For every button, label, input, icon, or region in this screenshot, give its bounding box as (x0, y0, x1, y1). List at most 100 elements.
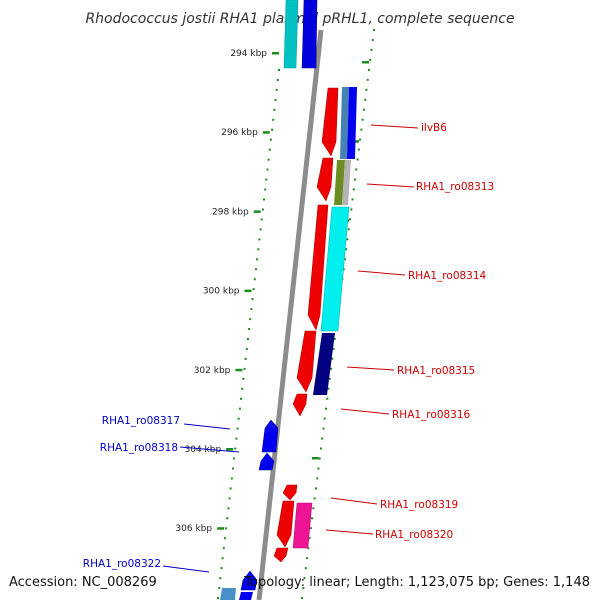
gene-label[interactable]: RHA1_ro08317 (102, 415, 180, 427)
inner-left-dot (227, 507, 230, 510)
inner-left-dot (276, 79, 279, 81)
inner-right-dot (370, 48, 373, 51)
tick-label: 304 kbp (185, 445, 222, 455)
gene-label[interactable]: RHA1_ro08315 (397, 365, 475, 377)
feature-navy-block (313, 333, 335, 395)
tick-mark-right (311, 457, 319, 460)
inner-right-dot (323, 417, 326, 420)
tick-label: 296 kbp (221, 128, 258, 138)
inner-left-dot (222, 547, 225, 550)
inner-left-dot (268, 148, 271, 151)
gene-arrow-ro08318[interactable] (258, 452, 275, 471)
inner-left-dot (259, 228, 262, 231)
feature-steelblue-bottom (220, 588, 236, 600)
inner-left-dot (236, 427, 239, 430)
tick-label: 306 kbp (175, 524, 212, 534)
inner-left-dot (256, 258, 259, 261)
tick-mark-right (362, 61, 370, 64)
inner-left-dot (226, 517, 229, 520)
gene-arrow-ro08314[interactable] (307, 204, 329, 331)
feature-magenta-block (292, 502, 313, 549)
backbone-line (256, 29, 324, 600)
gene-arrow-ro08320[interactable] (276, 500, 295, 548)
tick-mark-left (272, 52, 279, 55)
gene-arrow-ro08317[interactable] (261, 419, 279, 453)
inner-left-dot (250, 308, 253, 311)
inner-right-dot (369, 58, 372, 61)
inner-right-dot (302, 587, 305, 589)
tick-mark-left (253, 210, 261, 213)
gene-labels: ilvB6 RHA1_ro08313 RHA1_ro08314 RHA1_ro0831… (83, 122, 494, 573)
tick-mark-left (262, 131, 270, 134)
inner-left-dot (252, 288, 255, 291)
gene-label[interactable]: RHA1_ro08313 (416, 181, 494, 193)
inner-left-dot (249, 318, 252, 321)
gene-label[interactable]: RHA1_ro08314 (408, 270, 487, 282)
tick-mark-left (235, 368, 243, 372)
inner-right-dot (359, 138, 362, 141)
summary-text: Topology: linear; Length: 1,123,075 bp; … (243, 575, 590, 590)
kbp-ticks: 294 kbp 296 kbp 298 kbp 300 kbp 302 kbp 304 k… (175, 49, 370, 539)
accession-text: Accession: NC_008269 (9, 575, 157, 590)
tick-label: 294 kbp (230, 49, 267, 59)
inner-right-dot (311, 517, 314, 520)
gene-label[interactable]: RHA1_ro08318 (100, 442, 178, 454)
inner-right-dot (366, 78, 369, 81)
guide-dots (217, 29, 375, 599)
inner-left-dot (220, 567, 223, 570)
inner-right-dot (365, 88, 368, 91)
inner-left-dot (225, 527, 228, 530)
gene-label[interactable]: ilvB6 (421, 122, 447, 134)
inner-left-dot (267, 158, 270, 161)
gene-arrow-ro08315[interactable] (296, 330, 317, 393)
inner-right-dot (313, 497, 316, 500)
inner-right-dot (328, 377, 331, 380)
gene-arrow-ro08316[interactable] (292, 393, 308, 417)
inner-left-dot (278, 69, 280, 71)
inner-left-dot (274, 98, 277, 101)
inner-left-dot (258, 238, 261, 241)
inner-left-dot (275, 88, 278, 91)
inner-right-dot (308, 537, 311, 540)
tick-mark-right (352, 140, 359, 143)
inner-left-dot (228, 497, 231, 500)
inner-right-dot (362, 108, 365, 111)
inner-right-dot (356, 158, 359, 161)
tick-label: 302 kbp (194, 366, 231, 376)
label-connector (162, 565, 210, 573)
gene-label[interactable]: RHA1_ro08322 (83, 558, 161, 570)
inner-left-dot (269, 138, 272, 141)
label-connector (366, 183, 415, 188)
inner-right-dot (319, 447, 322, 450)
inner-right-dot (343, 258, 346, 261)
inner-left-dot (223, 537, 226, 540)
inner-right-dot (345, 248, 348, 251)
gene-arrow-ro08319[interactable] (282, 484, 298, 501)
inner-right-dot (326, 397, 329, 400)
gene-label[interactable]: RHA1_ro08320 (375, 529, 453, 541)
inner-left-dot (272, 118, 275, 121)
gene-arrow-ro08313[interactable] (316, 157, 334, 202)
inner-left-dot (244, 357, 247, 360)
feature-glyphs (220, 0, 357, 600)
inner-right-dot (327, 387, 330, 390)
feature-silver-block (342, 160, 351, 205)
feature-olive-block (334, 160, 345, 205)
inner-left-dot (237, 417, 240, 420)
gene-label[interactable]: RHA1_ro08316 (392, 409, 471, 421)
inner-right-dot (360, 128, 363, 131)
gene-label[interactable]: RHA1_ro08319 (380, 499, 458, 511)
gene-arrow-ro08322[interactable] (240, 570, 258, 591)
inner-left-dot (251, 298, 254, 301)
inner-right-dot (371, 39, 374, 41)
inner-left-dot (257, 248, 260, 251)
label-connector (346, 366, 395, 371)
feature-blue-arrow-top (301, 0, 318, 69)
tick-mark-left (217, 527, 225, 530)
gene-arrow-ilvb6[interactable] (321, 87, 339, 157)
inner-right-dot (330, 367, 333, 370)
inner-left-dot (218, 587, 221, 589)
inner-left-dot (230, 477, 233, 480)
inner-right-dot (357, 148, 360, 151)
